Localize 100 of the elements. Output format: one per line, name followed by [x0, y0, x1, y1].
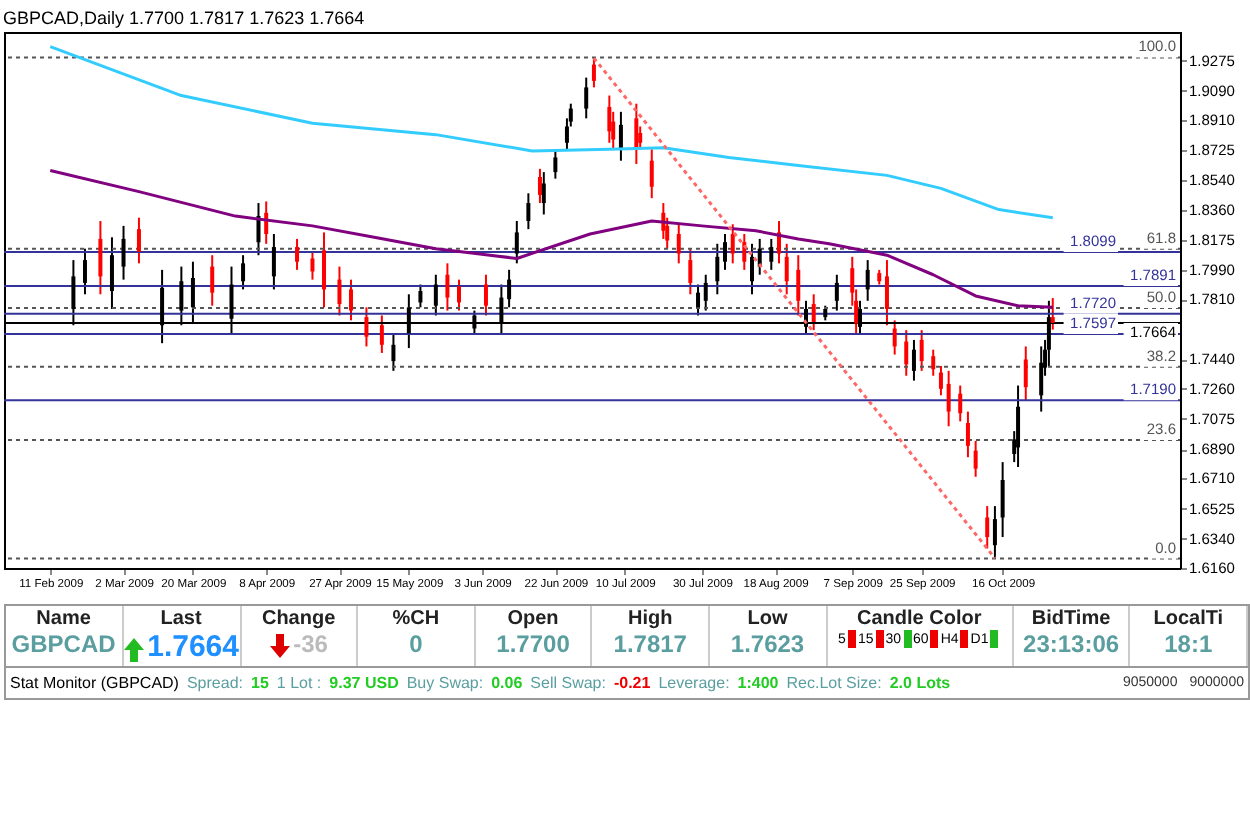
candlestick	[723, 233, 728, 271]
candlestick	[514, 219, 519, 265]
candlestick	[688, 247, 693, 296]
text: 2.0 Lots	[889, 674, 951, 692]
candlestick	[769, 237, 774, 271]
text: Stat Monitor (GBPCAD)	[10, 674, 179, 692]
candlestick	[271, 233, 276, 291]
text: Rec.Lot Size:	[786, 674, 882, 692]
text: 1.7700	[496, 630, 570, 658]
text: -0.21	[613, 674, 651, 692]
candlestick	[865, 259, 870, 302]
candlestick	[456, 278, 461, 312]
text: 1.7664	[147, 630, 239, 664]
text: 9.37 USD	[329, 674, 399, 692]
text: -36	[293, 630, 328, 658]
candlestick	[634, 102, 639, 165]
candlestick	[911, 338, 916, 382]
candlestick	[433, 273, 438, 317]
text: Last	[158, 608, 204, 630]
candlestick	[1039, 345, 1044, 413]
candlestick	[1050, 297, 1055, 331]
candlestick	[109, 236, 114, 310]
candlestick	[418, 283, 423, 309]
text: Open	[505, 608, 561, 630]
text: 15	[251, 674, 269, 692]
candlestick	[136, 216, 141, 265]
text: %CH	[390, 608, 442, 630]
candlestick	[507, 268, 512, 309]
text: 1.7817	[613, 630, 687, 658]
candlestick	[584, 76, 589, 120]
candlestick	[295, 237, 300, 271]
candlestick	[715, 242, 720, 296]
candlestick	[985, 505, 990, 550]
candlestick	[958, 384, 963, 423]
candlestick	[696, 283, 701, 317]
candlestick	[445, 262, 450, 312]
candlestick	[1016, 384, 1021, 468]
candlestick	[349, 278, 354, 322]
candlestick	[649, 148, 654, 200]
candlestick	[537, 167, 542, 205]
line-series	[48, 45, 1055, 220]
candlestick	[946, 369, 951, 428]
candlestick	[992, 505, 997, 560]
candlestick	[82, 247, 87, 296]
candlestick	[919, 329, 924, 372]
candlestick	[591, 57, 596, 89]
candlestick	[241, 254, 246, 291]
candlestick	[483, 273, 488, 317]
candlestick	[1023, 345, 1028, 402]
text: BidTime	[1029, 608, 1113, 630]
candlestick	[965, 410, 970, 459]
candlestick	[607, 94, 612, 144]
candlestick	[730, 223, 735, 265]
text: Sell Swap:	[530, 674, 606, 692]
candlestick	[938, 364, 943, 397]
candlestick	[98, 219, 103, 296]
candlestick	[618, 110, 623, 162]
candlestick	[121, 224, 126, 281]
candlestick	[391, 334, 396, 372]
text: Name	[34, 608, 93, 630]
text: 1.7623	[730, 630, 805, 658]
text: Spread:	[186, 674, 243, 692]
candlestick	[892, 319, 897, 356]
candlestick	[784, 242, 789, 296]
line-series	[48, 168, 1055, 309]
candlestick	[742, 233, 747, 271]
candlestick	[364, 306, 369, 348]
text: 0	[409, 630, 423, 658]
text: 1:400	[737, 674, 779, 692]
candlestick	[884, 259, 889, 327]
candlestick	[638, 125, 643, 151]
candlestick	[310, 250, 315, 281]
text: High	[626, 608, 675, 630]
text: Change	[259, 608, 338, 630]
text: LocalTi	[1151, 608, 1226, 630]
text: Leverage:	[658, 674, 730, 692]
candlestick	[379, 314, 384, 354]
text: 1 Lot :	[276, 674, 322, 692]
candlestick	[1000, 461, 1005, 539]
candlestick	[811, 293, 816, 332]
candlestick	[322, 231, 327, 309]
candlestick	[796, 254, 801, 317]
candlestick	[904, 329, 909, 377]
candlestick	[526, 192, 531, 231]
candlestick	[703, 273, 708, 312]
text: 18:1	[1164, 630, 1213, 658]
text: GBPCAD	[11, 630, 116, 658]
candlestick	[931, 348, 936, 377]
text: Buy Swap:	[406, 674, 484, 692]
candlestick	[834, 273, 839, 312]
candlestick	[553, 148, 558, 180]
candlestick	[541, 171, 546, 216]
chart-title: GBPCAD,Daily 1.7700 1.7817 1.7623 1.7664	[3, 8, 365, 28]
text: 23:13:06	[1023, 630, 1120, 658]
text: Candle Color	[855, 608, 984, 630]
candlestick	[973, 439, 978, 478]
text: 0.06	[491, 674, 523, 692]
candlestick	[676, 223, 681, 265]
candlestick	[337, 265, 342, 317]
candlestick	[750, 242, 755, 296]
